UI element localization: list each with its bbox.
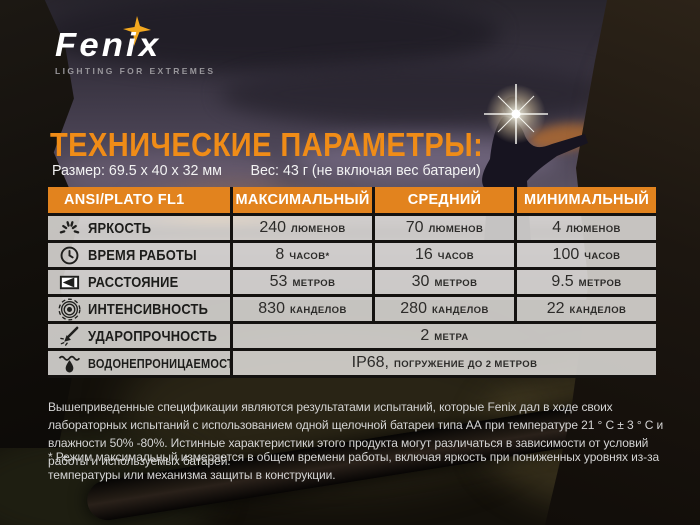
size-label: Размер: 69.5 x 40 x 32 мм [52,162,222,179]
spec-value: 100 [552,246,580,263]
brand-logo: Fenix LIGHTING FOR EXTREMES [55,16,216,76]
spec-unit: ЧАСОВ* [289,251,330,262]
spec-value: 2 [420,327,430,344]
cloud [40,0,500,72]
footnote-max-mode: * Режим максимальный измеряется в общем … [48,450,660,482]
spec-unit: ЛЮМЕНОВ [428,224,484,235]
spec-value: 70 [405,219,424,236]
header-medium: СРЕДНИЙ [372,187,514,213]
spec-table: ANSI/PLATO FL1 МАКСИМАЛЬНЫЙ СРЕДНИЙ МИНИ… [48,187,656,378]
spec-value: 9.5 [551,273,574,290]
table-header-row: ANSI/PLATO FL1 МАКСИМАЛЬНЫЙ СРЕДНИЙ МИНИ… [48,187,656,213]
spec-label: ИНТЕНСИВНОСТЬ [88,300,209,318]
spec-value: 4 [552,219,562,236]
table-row-waterproof: ВОДОНЕПРОНИЦАЕМОСТЬ IP68, ПОГРУЖЕНИЕ ДО 2… [48,348,656,375]
header-maximum: МАКСИМАЛЬНЫЙ [230,187,372,213]
table-row-runtime: ВРЕМЯ РАБОТЫ 8 ЧАСОВ* 16 ЧАСОВ 100 ЧАСОВ [48,240,656,267]
table-row-impact: УДАРОПРОЧНОСТЬ 2 МЕТРА [48,321,656,348]
spec-value: 240 [259,219,287,236]
clock-icon [57,243,81,267]
spec-label: ЯРКОСТЬ [88,219,152,237]
impact-icon [57,324,81,348]
distance-icon [57,270,81,294]
spec-unit: КАНДЕЛОВ [289,305,347,316]
spec-label: РАССТОЯНИЕ [88,273,179,291]
spec-unit: МЕТРОВ [578,278,622,289]
table-row-brightness: ЯРКОСТЬ 240 ЛЮМЕНОВ 70 ЛЮМЕНОВ 4 ЛЮМЕНОВ [48,213,656,240]
spec-value: 53 [269,273,288,290]
spec-label: ВРЕМЯ РАБОТЫ [88,246,197,264]
spec-unit: ЛЮМЕНОВ [291,224,346,235]
spec-unit: ЧАСОВ [584,251,621,262]
spec-value: 830 [258,300,285,317]
spec-value: 30 [411,273,430,290]
spec-label: УДАРОПРОЧНОСТЬ [88,327,218,345]
waterproof-icon [57,351,81,375]
table-row-distance: РАССТОЯНИЕ 53 МЕТРОВ 30 МЕТРОВ 9.5 МЕТРОВ [48,267,656,294]
spec-value: 16 [415,246,433,263]
weight-label: Вес: 43 г (не включая вес батареи) [250,162,481,179]
intensity-icon [57,297,81,321]
table-row-intensity: ИНТЕНСИВНОСТЬ 830 КАНДЕЛОВ 280 КАНДЕЛОВ 22… [48,294,656,321]
spec-value: IP68, [351,354,389,371]
spec-label: ВОДОНЕПРОНИЦАЕМОСТЬ [88,355,230,371]
spec-unit: МЕТРОВ [292,278,336,289]
spec-unit: ЧАСОВ [437,251,474,262]
header-minimum: МИНИМАЛЬНЫЙ [514,187,656,213]
spec-unit: МЕТРА [434,332,469,343]
page-title: ТЕХНИЧЕСКИЕ ПАРАМЕТРЫ: [50,126,484,163]
spec-unit: КАНДЕЛОВ [431,305,489,316]
spec-value: 22 [546,300,565,317]
footnote-test-conditions: Вышеприведенные спецификации являются ре… [48,400,664,468]
brand-name: Fenix [55,26,162,63]
spec-value: 8 [275,246,285,263]
star-icon [117,16,151,51]
cloud [220,62,620,126]
spec-unit: ЛЮМЕНОВ [566,224,621,235]
dimensions-line: Размер: 69.5 x 40 x 32 мм Вес: 43 г (не … [52,162,481,179]
spec-unit: МЕТРОВ [434,278,478,289]
spec-unit: КАНДЕЛОВ [569,305,627,316]
brand-tagline: LIGHTING FOR EXTREMES [55,66,216,76]
header-ansi-plato: ANSI/PLATO FL1 [64,192,185,208]
headlamp-flare [478,76,554,152]
spec-value: 280 [400,300,427,317]
brightness-icon [57,216,81,240]
spec-unit: ПОГРУЖЕНИЕ ДО 2 МЕТРОВ [394,359,538,370]
